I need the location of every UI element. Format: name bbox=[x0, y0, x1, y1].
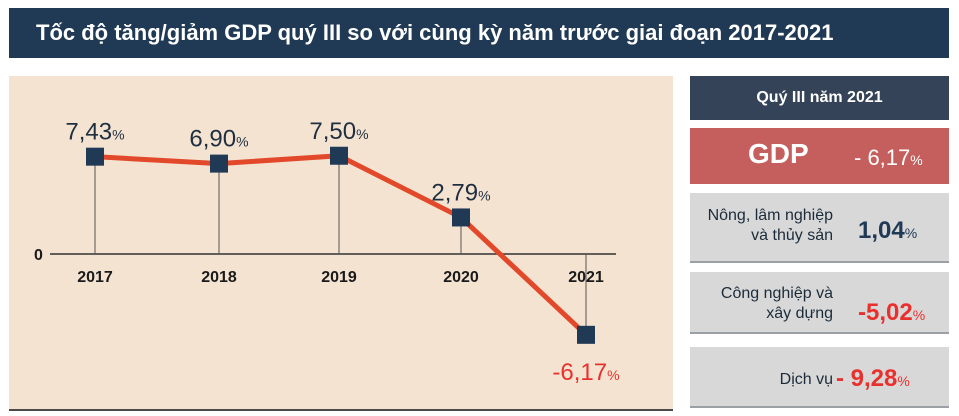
quarter-header-label: Quý III năm 2021 bbox=[756, 89, 883, 106]
data-point-marker bbox=[330, 146, 348, 165]
data-label: 6,90% bbox=[189, 126, 248, 153]
data-point-marker bbox=[210, 154, 228, 173]
x-tick-label: 2020 bbox=[443, 269, 479, 286]
sector-services-value: - 9,28% bbox=[836, 365, 910, 392]
chart-panel bbox=[9, 76, 673, 410]
x-tick-label: 2017 bbox=[77, 269, 113, 286]
sector-services-label: Dịch vụ bbox=[779, 371, 833, 388]
x-tick-label: 2021 bbox=[568, 269, 604, 286]
sector-services-box: Dịch vụ - 9,28% bbox=[690, 347, 949, 408]
sector-agriculture-box: Nông, lâm nghiệp và thủy sản 1,04% bbox=[690, 193, 949, 263]
data-point-marker bbox=[452, 208, 470, 227]
zero-tick-label: 0 bbox=[34, 247, 43, 264]
data-point-marker bbox=[577, 325, 595, 344]
sector-industry-label: Công nghiệp và xây dựng bbox=[720, 285, 833, 322]
data-label: -6,17% bbox=[552, 359, 619, 386]
page-title: Tốc độ tăng/giảm GDP quý III so với cùng… bbox=[36, 20, 834, 45]
chart-bottom-divider bbox=[9, 409, 673, 411]
quarter-header: Quý III năm 2021 bbox=[690, 76, 949, 120]
sector-agriculture-value: 1,04% bbox=[858, 217, 918, 244]
gdp-label: GDP bbox=[748, 138, 809, 169]
sector-agriculture-label: Nông, lâm nghiệp và thủy sản bbox=[707, 207, 833, 244]
title-bar: Tốc độ tăng/giảm GDP quý III so với cùng… bbox=[9, 8, 949, 58]
data-label: 2,79% bbox=[431, 179, 490, 206]
series-line bbox=[94, 153, 588, 337]
sector-industry-value: -5,02% bbox=[858, 299, 926, 326]
gdp-summary-box: GDP - 6,17% bbox=[690, 128, 949, 184]
data-point-marker bbox=[86, 147, 104, 166]
data-label: 7,50% bbox=[309, 118, 368, 145]
gdp-value: - 6,17% bbox=[854, 145, 923, 170]
x-tick-label: 2018 bbox=[201, 269, 237, 286]
x-tick-label: 2019 bbox=[321, 269, 357, 286]
sector-industry-box: Công nghiệp và xây dựng -5,02% bbox=[690, 272, 949, 334]
data-label: 7,43% bbox=[65, 119, 124, 146]
